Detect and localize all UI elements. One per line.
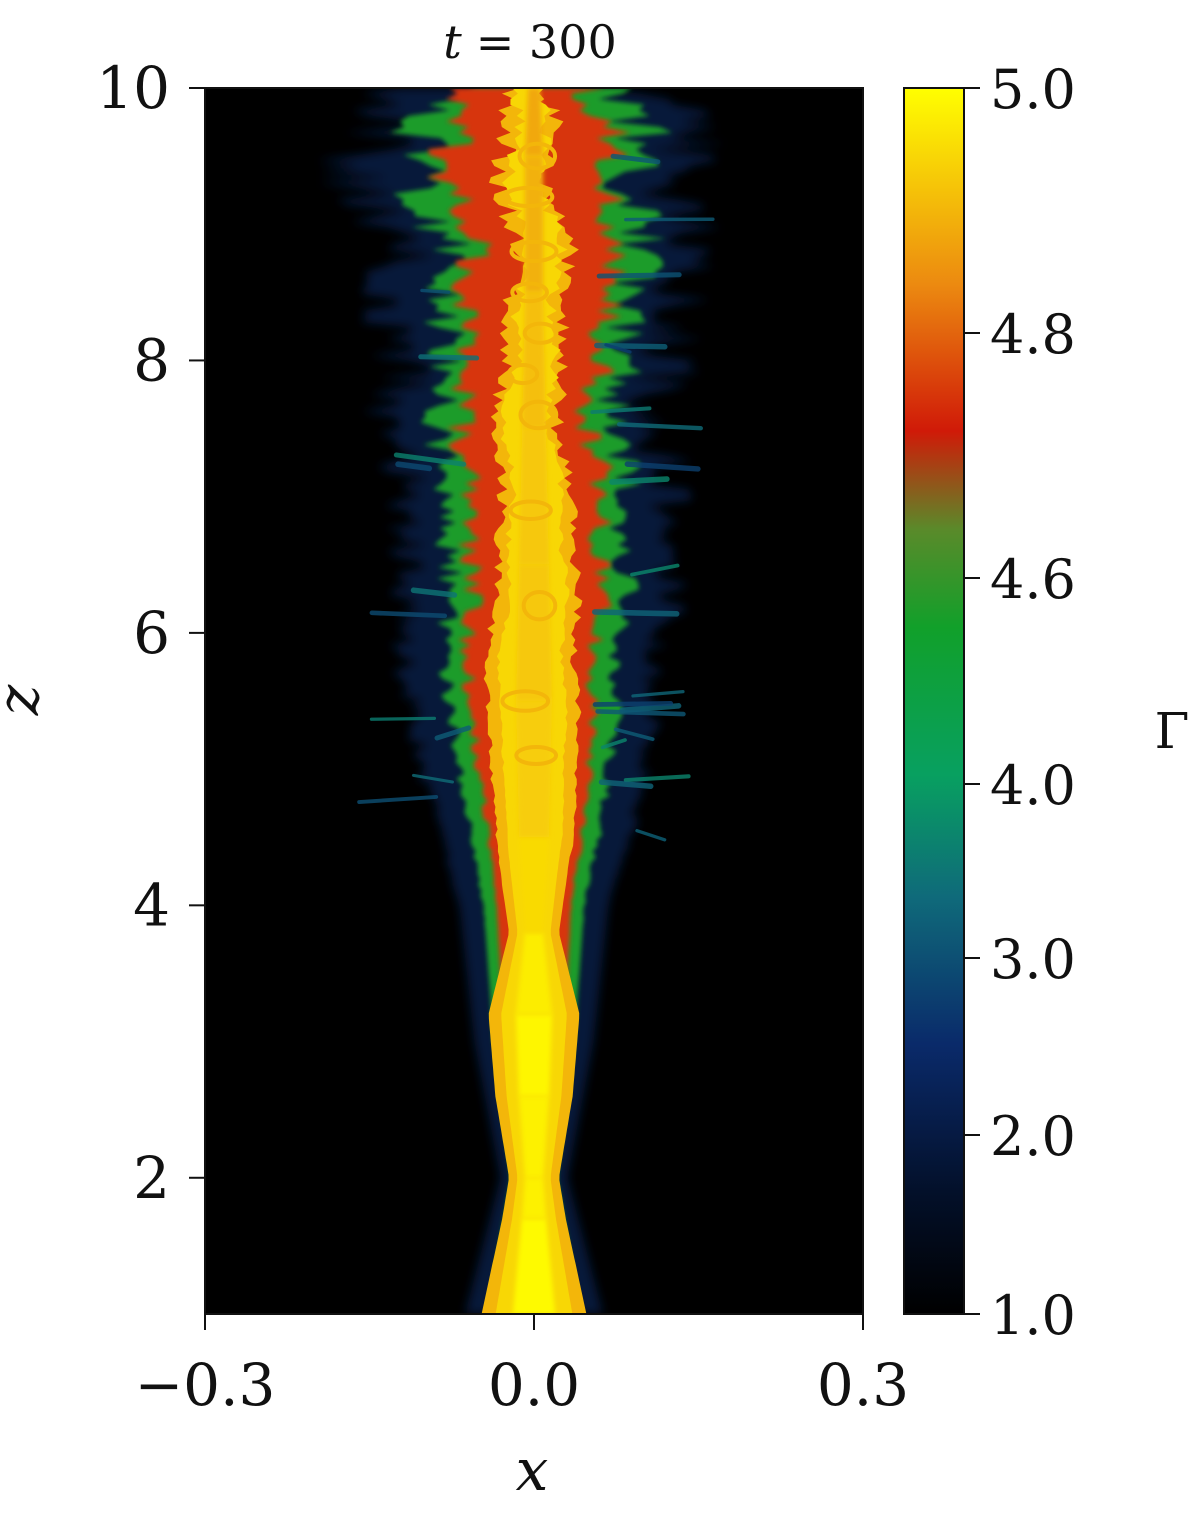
colorbar-tick-label: 4.6 [990,548,1076,611]
x-tick-label: 0.3 [817,1351,909,1419]
x-axis-label: x [516,1436,549,1504]
jet-wisp [610,153,661,165]
chart-title: t = 300 [443,15,616,69]
jet-wisp [631,689,685,698]
y-axis-label: z [0,684,52,716]
jet-knot [514,744,559,767]
jet-core-segment [512,1218,556,1314]
jet-wisp [598,779,654,789]
jet-wisp [590,406,652,415]
y-tick-label: 2 [133,1144,170,1212]
jet-wisp [411,773,454,784]
jet-wisp [592,701,674,707]
jet-wisp [395,461,433,472]
jet-knot [510,281,549,304]
jet-knot [506,363,540,386]
jet-wisp [357,795,439,804]
jet-wisp [592,609,680,617]
colorbar-label: Γ [1155,702,1190,760]
y-axis: 2 4 6 8 10 [96,54,205,1212]
jet-wisp [418,354,480,361]
jet-knot [500,689,551,713]
jet-wisp [619,703,682,714]
x-axis: −0.3 0.0 0.3 [135,1314,909,1419]
jet-knot [517,141,558,171]
jet-core-segment [518,428,550,565]
jet-wisp [623,774,691,783]
jet-wisp [369,716,437,721]
y-tick-label: 6 [133,599,170,667]
jet-wisp [595,709,686,717]
jet-knot [518,399,559,431]
jet-wisp [624,461,701,472]
jet-wisp [613,727,655,742]
jet-wisp [410,587,458,598]
y-tick-label: 8 [133,326,170,394]
jet-knot [508,499,553,522]
y-tick-label: 10 [96,54,170,122]
jet-knot [521,589,558,622]
jet-wisp [434,725,472,741]
jet-wisp [369,610,448,619]
y-tick-label: 4 [133,871,170,939]
colorbar-tick-label: 5.0 [990,58,1076,121]
jet-core-segment [515,564,553,701]
title-value: = 300 [476,15,617,69]
colorbar: 1.0 2.0 3.0 4.0 4.6 4.8 5.0 Γ [903,58,1190,1347]
colorbar-tick-label: 4.8 [990,303,1076,366]
jet-core-segment [524,88,544,157]
jet-knot [509,239,559,264]
x-tick-label: −0.3 [135,1351,276,1419]
jet-knot [502,185,555,209]
colorbar-gradient [903,87,965,1315]
jet-core-segment [515,1014,553,1097]
colorbar-tick-label: 3.0 [990,928,1076,991]
jet-wisp [596,272,682,279]
colorbar-tick-label: 1.0 [990,1284,1076,1347]
title-variable: t [443,15,462,69]
colorbar-tick-label: 4.0 [990,754,1076,817]
jet-core-segment [524,156,544,293]
gamma-field [317,88,727,1314]
jet-core-segment [518,1096,550,1178]
jet-core-segment [518,837,550,933]
jet-core-segment [515,932,553,1015]
jet-wisp [420,288,451,294]
jet-wisp [630,563,680,577]
jet-core-segment [521,1177,547,1219]
jet-knot [522,321,559,345]
jet-wisp [616,422,703,431]
jet-wisp [600,738,627,750]
plot-area [204,87,864,1315]
x-tick-label: 0.0 [488,1351,580,1419]
jet-core-segment [515,701,553,838]
jet-wisp [635,829,667,842]
jet-wisp [609,476,670,485]
jet-wisp [604,343,632,354]
jet-wisp [393,452,467,467]
colorbar-ticks: 1.0 2.0 3.0 4.0 4.6 4.8 5.0 [964,58,1076,1347]
colorbar-tick-label: 2.0 [990,1105,1076,1168]
